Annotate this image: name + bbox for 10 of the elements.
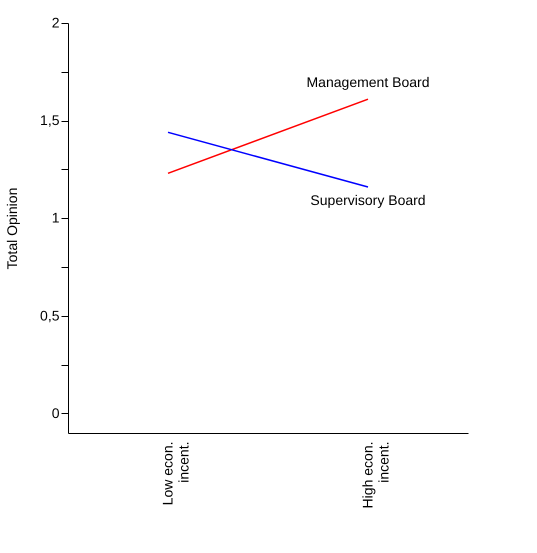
y-axis-title: Total Opinion <box>4 188 20 270</box>
y-tick-label: 2 <box>52 14 60 30</box>
series-label: Management Board <box>306 74 430 90</box>
y-tick-label: 1 <box>52 210 60 226</box>
y-tick-label: 0 <box>52 404 60 421</box>
series-label: Supervisory Board <box>310 192 426 208</box>
y-tick-label: 0,5 <box>40 307 60 324</box>
y-tick-label: 1,5 <box>40 112 60 128</box>
x-tick-label: Low econ. incent. <box>160 442 192 506</box>
x-tick-label: High econ. incent. <box>360 442 392 508</box>
